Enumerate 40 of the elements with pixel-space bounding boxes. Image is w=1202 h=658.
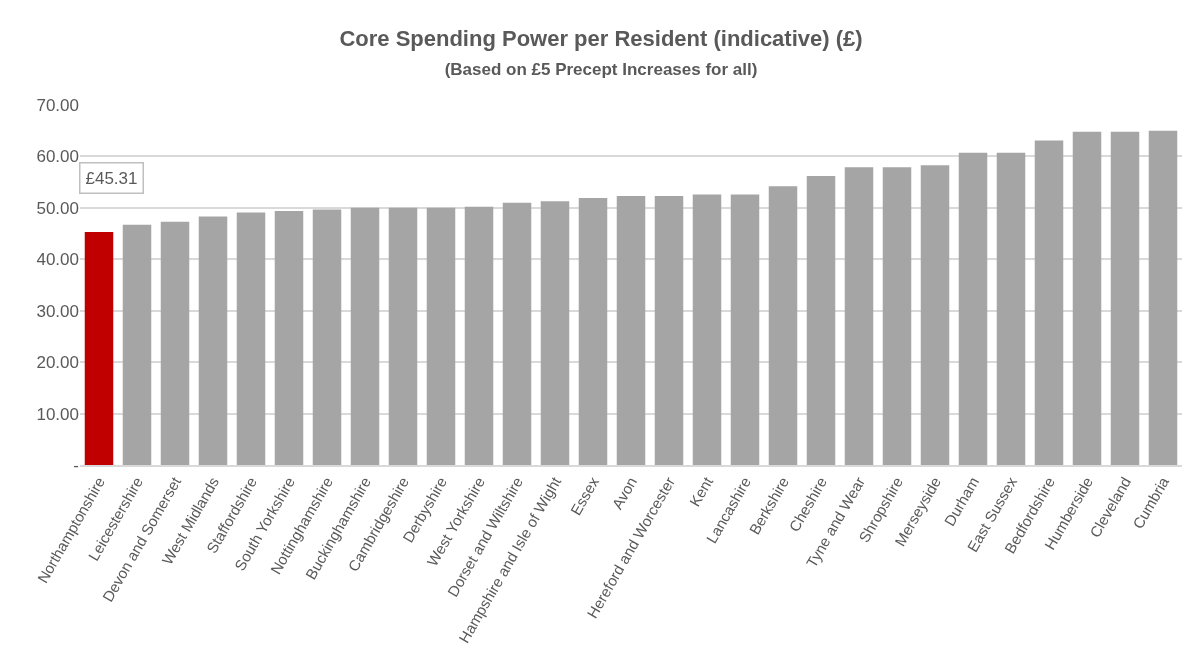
y-tick-label: 30.00 bbox=[36, 301, 79, 321]
y-tick-label: 70.00 bbox=[36, 95, 79, 115]
chart-title: Core Spending Power per Resident (indicative) (£) bbox=[339, 26, 863, 52]
bar bbox=[160, 221, 190, 465]
y-tick-label: 40.00 bbox=[36, 250, 79, 270]
bar bbox=[274, 210, 304, 465]
bar bbox=[236, 212, 266, 465]
bar bbox=[996, 152, 1026, 465]
bar bbox=[540, 201, 570, 465]
bar bbox=[654, 196, 684, 465]
y-tick-label: 10.00 bbox=[36, 404, 79, 424]
bar bbox=[806, 175, 836, 465]
bar bbox=[1034, 140, 1064, 465]
bar bbox=[882, 167, 912, 465]
y-tick-label: 60.00 bbox=[36, 147, 79, 167]
bar bbox=[84, 231, 114, 465]
y-tick-label: 50.00 bbox=[36, 198, 79, 218]
bar bbox=[198, 216, 228, 465]
bar bbox=[502, 202, 532, 465]
bar bbox=[692, 194, 722, 465]
chart-subtitle: (Based on £5 Precept Increases for all) bbox=[444, 59, 758, 79]
bar bbox=[312, 209, 342, 465]
bar bbox=[350, 207, 380, 465]
y-tick-label: - bbox=[73, 455, 79, 475]
bar bbox=[122, 224, 152, 465]
bar bbox=[1072, 131, 1102, 465]
bar bbox=[616, 196, 646, 465]
data-label: £45.31 bbox=[85, 168, 138, 188]
bar bbox=[730, 194, 760, 465]
bar bbox=[920, 165, 950, 465]
bar bbox=[958, 152, 988, 465]
bar bbox=[768, 186, 798, 465]
bar bbox=[1110, 131, 1140, 465]
bar bbox=[1148, 130, 1178, 465]
y-tick-label: 20.00 bbox=[36, 353, 79, 373]
bar bbox=[844, 167, 874, 465]
bar bbox=[578, 198, 608, 465]
bar bbox=[464, 206, 494, 465]
bar bbox=[388, 207, 418, 465]
bar bbox=[426, 207, 456, 465]
